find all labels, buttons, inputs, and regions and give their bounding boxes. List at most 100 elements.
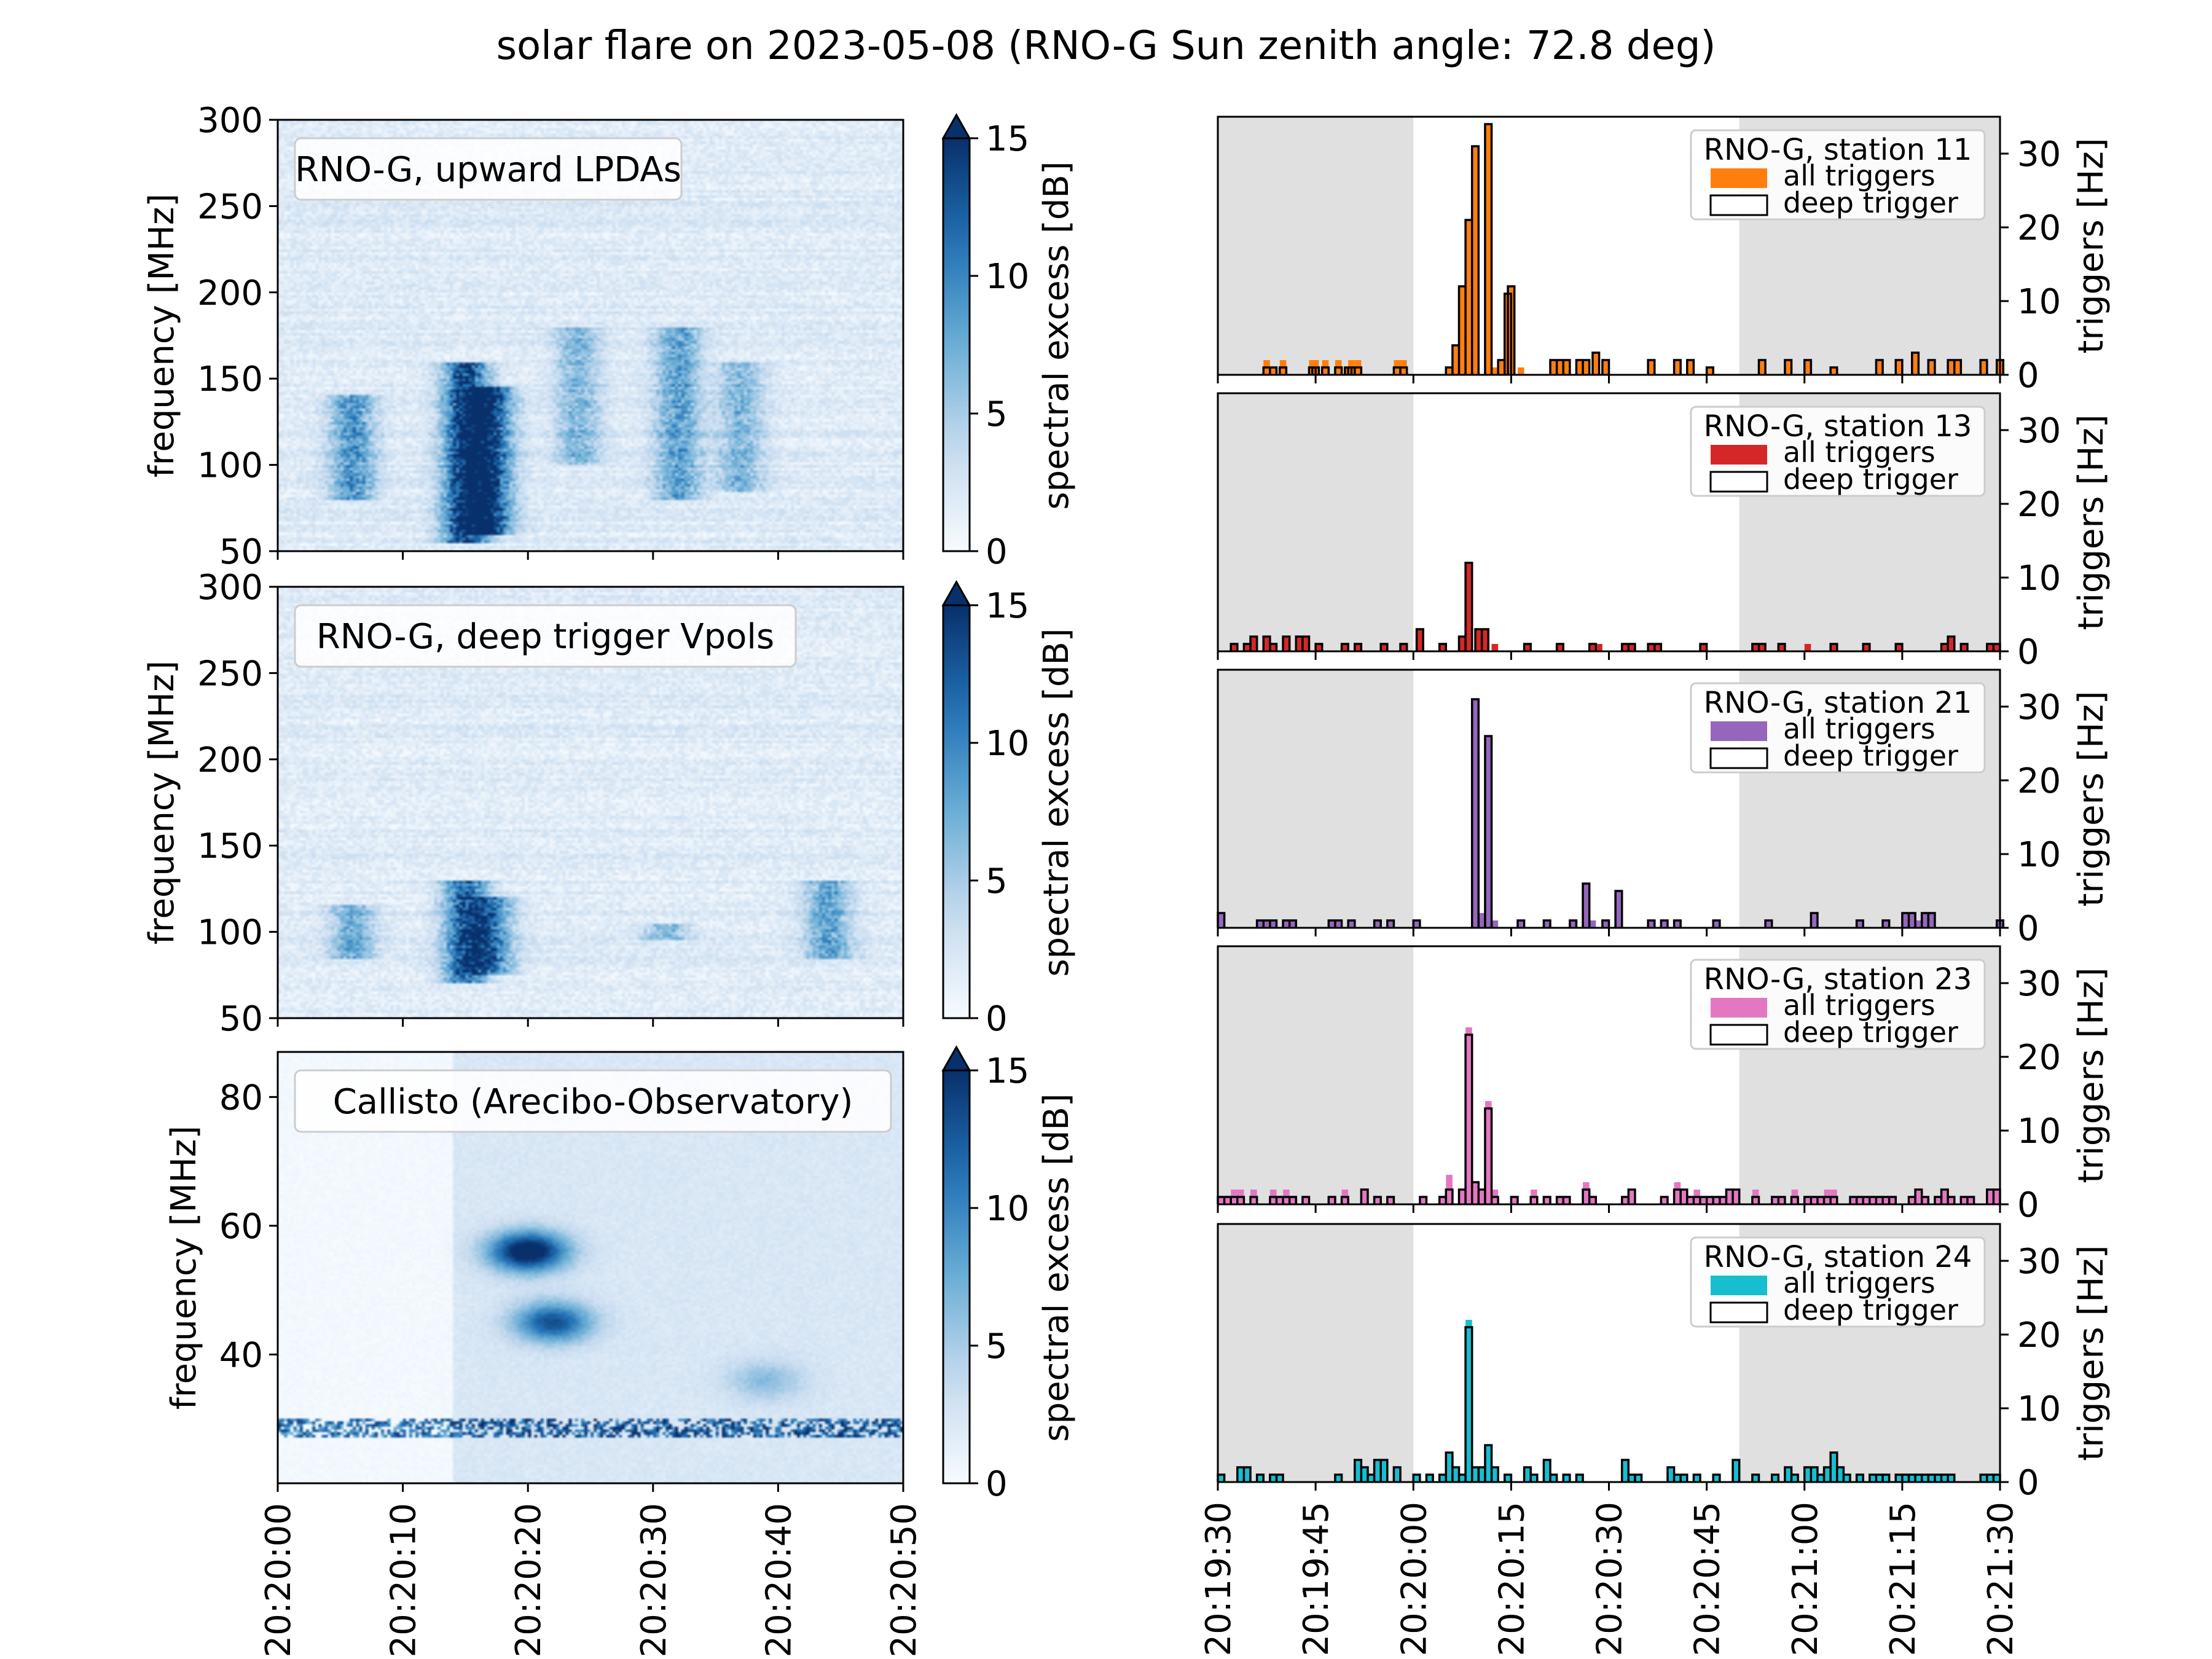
bar-all-triggers — [1804, 1197, 1811, 1204]
bar-all-triggers — [1713, 1197, 1720, 1204]
bar-all-triggers — [1941, 1190, 1948, 1204]
bar-all-triggers — [1517, 367, 1524, 375]
bar-all-triggers — [1967, 1197, 1974, 1204]
legend-label-all-triggers: all triggers — [1783, 159, 1936, 192]
bar-all-triggers — [1713, 920, 1720, 928]
bar-all-triggers — [1883, 1475, 1889, 1482]
bar-all-triggers — [1511, 1197, 1518, 1204]
bar-all-triggers — [1876, 1197, 1883, 1204]
x-tick-label: 20:20:20 — [509, 1503, 549, 1658]
bar-all-triggers — [1419, 1197, 1427, 1204]
legend-title: RNO-G, station 21 — [1704, 686, 1972, 720]
bar-all-triggers — [1563, 1475, 1570, 1482]
bar-all-triggers — [1615, 891, 1622, 928]
bar-all-triggers — [1484, 1101, 1492, 1204]
bar-all-triggers — [1850, 1197, 1857, 1204]
bar-all-triggers — [1439, 644, 1446, 651]
bar-all-triggers — [1374, 1460, 1381, 1482]
bar-all-triggers — [1491, 367, 1499, 375]
bar-all-triggers — [1592, 353, 1599, 375]
legend-swatch-all-triggers — [1711, 1276, 1767, 1295]
bar-all-triggers — [1817, 1475, 1824, 1482]
y-axis-label: triggers [Hz] — [2071, 1245, 2111, 1461]
y-tick-label: 0 — [2017, 356, 2039, 396]
bar-all-triggers — [1843, 1475, 1851, 1482]
bar-all-triggers — [1912, 353, 1919, 375]
y-tick-label: 30 — [2017, 1242, 2061, 1282]
bar-all-triggers — [1218, 1197, 1225, 1204]
bar-all-triggers — [1778, 1197, 1785, 1204]
y-tick-label: 20 — [2017, 208, 2061, 248]
legend-title: RNO-G, station 23 — [1704, 962, 1972, 997]
station-panel: 0 10 20 30 triggers [Hz] RNO-G, station 13all… — [1217, 392, 2111, 672]
figure-title: solar flare on 2023-05-08 (RNO-G Sun zen… — [496, 23, 1716, 69]
y-tick-label: 100 — [197, 446, 263, 486]
x-tick-label: 20:19:45 — [1296, 1502, 1336, 1657]
bar-all-triggers — [1752, 644, 1759, 651]
bar-all-triggers — [1484, 124, 1492, 375]
bar-all-triggers — [1543, 920, 1551, 928]
bar-all-triggers — [1413, 1475, 1420, 1482]
bar-all-triggers — [1354, 1460, 1362, 1482]
y-tick-label: 200 — [197, 273, 263, 313]
legend-swatch-deep-trigger — [1709, 1301, 1768, 1324]
bar-all-triggers — [1993, 1475, 2000, 1482]
spectrogram-panel: 40 60 80 frequency [MHz] Callisto (Arecibo-O… — [164, 1045, 1077, 1504]
y-tick-label: 20 — [2017, 1038, 2061, 1078]
bar-all-triggers — [1446, 1453, 1453, 1482]
panel-label: RNO-G, deep trigger Vpols — [316, 617, 774, 657]
y-tick-label: 0 — [2017, 1463, 2039, 1503]
y-tick-label: 10 — [2017, 282, 2061, 322]
bar-all-triggers — [1556, 644, 1564, 651]
bar-all-triggers — [1804, 360, 1811, 375]
legend-label-all-triggers: all triggers — [1783, 712, 1936, 745]
bar-all-triggers — [1687, 360, 1694, 375]
station-panel: 0 10 20 30 triggers [Hz] RNO-G, station 24all… — [1217, 1223, 2111, 1503]
bar-all-triggers — [1524, 644, 1531, 651]
legend-label-deep-trigger: deep trigger — [1783, 463, 1958, 496]
bar-all-triggers — [1583, 360, 1590, 375]
y-tick-label: 20 — [2017, 761, 2061, 801]
bar-all-triggers — [1589, 1197, 1596, 1204]
y-tick-label: 20 — [2017, 1316, 2061, 1355]
bar-all-triggers — [1439, 1475, 1446, 1482]
bar-all-triggers — [1250, 637, 1257, 651]
x-tick-label: 20:20:30 — [1590, 1502, 1630, 1657]
bar-all-triggers — [1283, 637, 1290, 651]
bar-all-triggers — [1622, 1460, 1629, 1482]
colorbar-extend-arrow — [941, 112, 971, 139]
bar-all-triggers — [1231, 644, 1237, 651]
y-tick-label: 10 — [2017, 1389, 2061, 1429]
bar-all-triggers — [1569, 920, 1577, 928]
bar-all-triggers — [1465, 563, 1472, 651]
bar-all-triggers — [1896, 1475, 1902, 1482]
bar-all-triggers — [1661, 920, 1668, 928]
panel-label-box — [294, 1069, 892, 1133]
bar-all-triggers — [1648, 644, 1655, 651]
bar-all-triggers — [1452, 345, 1459, 375]
bar-all-triggers — [1733, 1460, 1739, 1482]
y-tick-label: 100 — [197, 913, 263, 953]
bar-all-triggers — [1381, 1460, 1387, 1482]
bar-all-triggers — [1921, 1475, 1929, 1482]
bar-all-triggers — [1543, 1460, 1551, 1482]
bar-all-triggers — [1602, 920, 1609, 928]
deep-trigger-outline — [1230, 562, 2001, 651]
bar-all-triggers — [1765, 920, 1772, 928]
y-axis-label: triggers [Hz] — [2071, 967, 2111, 1183]
colorbar-tick-label: 0 — [986, 1464, 1008, 1504]
legend-swatch-deep-trigger — [1709, 747, 1768, 769]
bar-all-triggers — [1563, 360, 1570, 375]
plot-frame — [276, 586, 904, 1019]
y-tick-label: 60 — [219, 1207, 263, 1247]
bar-all-triggers — [1948, 360, 1955, 375]
bar-all-triggers — [1934, 1197, 1942, 1204]
bar-all-triggers — [1276, 1475, 1284, 1482]
y-tick-label: 40 — [219, 1335, 263, 1375]
bar-all-triggers — [1961, 1197, 1967, 1204]
bar-all-triggers — [1491, 1467, 1499, 1482]
bar-all-triggers — [1915, 1475, 1922, 1482]
